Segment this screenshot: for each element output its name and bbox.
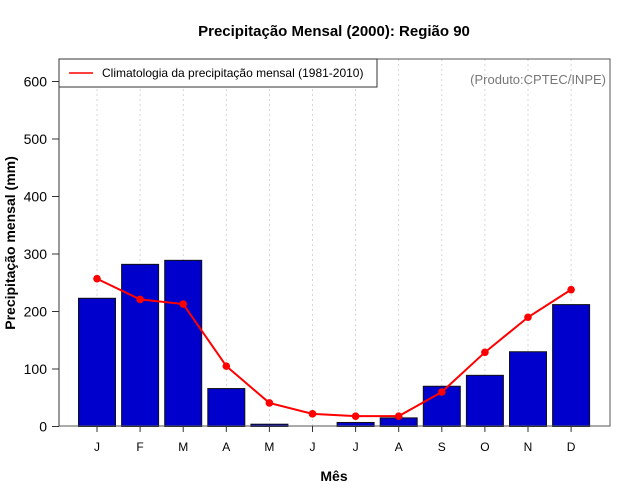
climatology-point xyxy=(567,285,575,294)
x-tick-label: J xyxy=(310,440,316,454)
y-tick-label: 500 xyxy=(24,131,48,147)
y-axis-label: Precipitação mensal (mm) xyxy=(2,156,18,330)
x-axis-label: Mês xyxy=(320,468,347,484)
climatology-point xyxy=(136,295,144,304)
x-tick-label: A xyxy=(395,440,403,454)
bar-0 xyxy=(78,297,116,427)
y-tick-label: 200 xyxy=(24,304,48,320)
bar-8 xyxy=(422,385,461,427)
bar-1 xyxy=(121,263,160,427)
x-tick-label: M xyxy=(178,440,188,454)
climatology-point xyxy=(394,412,403,420)
chart-title: Precipitação Mensal (2000): Região 90 xyxy=(198,23,470,40)
y-tick-label: 300 xyxy=(24,246,48,262)
x-tick-label: J xyxy=(94,440,100,454)
legend-label: Climatologia da precipitação mensal (198… xyxy=(102,66,363,80)
bar-11 xyxy=(552,304,591,428)
y-tick-label: 400 xyxy=(24,189,48,205)
bar-9 xyxy=(465,374,504,428)
x-tick-label: D xyxy=(567,440,576,454)
x-tick-label: O xyxy=(480,440,489,454)
climatology-point xyxy=(265,399,274,407)
x-tick-label: F xyxy=(136,440,143,454)
y-tick-label: 0 xyxy=(39,419,47,435)
y-axis: 0 100 200 300 400 500 600 xyxy=(24,74,60,435)
bar-3 xyxy=(207,388,246,427)
x-tick-label: S xyxy=(438,440,446,454)
climatology-line xyxy=(96,277,572,418)
legend: Climatologia da precipitação mensal (198… xyxy=(58,58,378,88)
x-tick-label: A xyxy=(222,440,230,454)
climatology-line-group xyxy=(93,274,575,420)
credit-text: (Produto:CPTEC/INPE) xyxy=(470,72,606,87)
y-tick-label: 100 xyxy=(24,361,48,377)
climatology-point xyxy=(222,362,231,370)
bars-group xyxy=(78,259,591,428)
climatology-point xyxy=(308,410,317,418)
legend-box xyxy=(58,58,378,88)
climatology-point xyxy=(179,300,187,308)
x-tick-label: J xyxy=(353,440,359,454)
climatology-point xyxy=(438,388,446,396)
climatology-point xyxy=(524,313,532,322)
climatology-point xyxy=(481,348,489,357)
climatology-point xyxy=(351,412,360,420)
y-tick-label: 600 xyxy=(24,74,48,90)
climatology-point xyxy=(93,274,101,283)
x-tick-label: N xyxy=(524,440,533,454)
bar-2 xyxy=(164,259,203,428)
x-tick-label: M xyxy=(264,440,274,454)
bar-10 xyxy=(509,351,547,427)
